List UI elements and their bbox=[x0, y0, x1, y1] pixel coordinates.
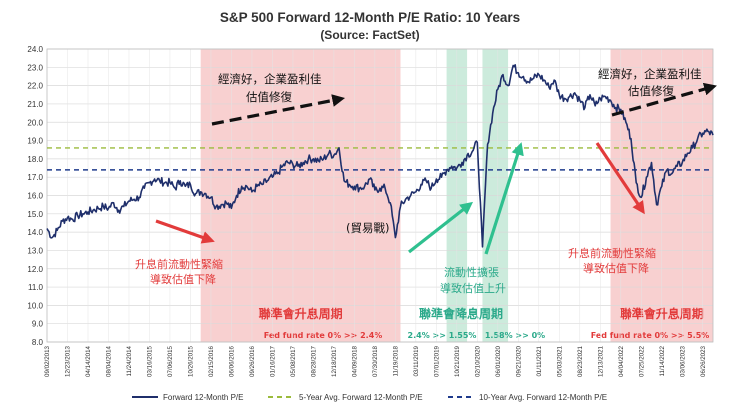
x-tick-label: 02/15/2016 bbox=[208, 345, 215, 377]
dashed-arrow-left bbox=[211, 94, 346, 126]
annotation-right-red-line2: 導致估值下降 bbox=[583, 261, 649, 275]
y-tick-label: 22.0 bbox=[27, 82, 43, 91]
plot-border bbox=[46, 48, 714, 343]
x-tick-label: 12/23/2013 bbox=[64, 345, 71, 377]
x-tick-label: 09/02/2013 bbox=[44, 345, 51, 377]
x-tick-label: 07/30/2018 bbox=[372, 345, 379, 377]
red-arrow-right bbox=[595, 142, 645, 215]
x-tick-label: 04/04/2022 bbox=[618, 345, 625, 377]
x-tick-label: 01/16/2017 bbox=[269, 345, 276, 377]
annotation-left-red-line1: 升息前流動性緊縮 bbox=[135, 257, 223, 271]
y-axis: 8.0 9.0 10.0 11.0 12.0 13.0 14.0 15.0 16.0 17.0 18… bbox=[27, 45, 43, 347]
x-tick-label: 11/24/2014 bbox=[126, 345, 133, 376]
legend-10yr-avg-label: 10-Year Avg. Forward 12-Month P/E bbox=[479, 393, 607, 402]
x-tick-label: 09/26/2016 bbox=[249, 345, 256, 377]
y-tick-label: 24.0 bbox=[27, 45, 43, 54]
x-tick-label: 03/16/2015 bbox=[146, 345, 153, 377]
red-arrow-left bbox=[155, 219, 215, 244]
x-tick-label: 05/08/2017 bbox=[290, 345, 297, 377]
annotation-green-line1: 流動性擴張 bbox=[444, 265, 499, 279]
annotation-right-red-line1: 升息前流動性緊縮 bbox=[568, 246, 656, 260]
y-tick-label: 17.0 bbox=[27, 173, 43, 182]
x-tick-label: 12/18/2017 bbox=[331, 345, 338, 377]
y-tick-label: 23.0 bbox=[27, 63, 43, 72]
x-tick-label: 06/26/2023 bbox=[700, 345, 707, 377]
legend: Forward 12-Month P/E 5-Year Avg. Forward … bbox=[132, 393, 607, 402]
x-tick-label: 12/13/2021 bbox=[597, 345, 604, 377]
annotation-top-right-line2: 估值修復 bbox=[628, 84, 674, 98]
x-tick-label: 03/11/2019 bbox=[413, 345, 420, 376]
y-tick-label: 19.0 bbox=[27, 137, 43, 146]
legend-forward-pe-label: Forward 12-Month P/E bbox=[163, 393, 243, 402]
chart-subtitle: (Source: FactSet) bbox=[320, 28, 419, 42]
x-tick-label: 04/09/2018 bbox=[351, 345, 358, 377]
x-axis: 09/02/2013 12/23/2013 04/14/2014 08/04/2014… bbox=[44, 345, 707, 377]
x-tick-label: 03/06/2023 bbox=[679, 345, 686, 377]
x-tick-label: 04/14/2014 bbox=[85, 345, 92, 377]
x-tick-label: 05/03/2021 bbox=[556, 345, 563, 377]
x-tick-label: 10/26/2015 bbox=[187, 345, 194, 377]
x-tick-label: 11/14/2022 bbox=[659, 345, 666, 376]
x-tick-label: 01/11/2021 bbox=[536, 345, 543, 376]
annotation-green-line2: 導致估值上升 bbox=[440, 281, 506, 295]
x-tick-label: 06/01/2020 bbox=[495, 345, 502, 377]
x-tick-label: 09/21/2020 bbox=[515, 345, 522, 377]
annotation-trade-war: (貿易戰) bbox=[346, 221, 389, 235]
green-arrow-right bbox=[484, 142, 524, 255]
annotation-left-red-line2: 導致估值下降 bbox=[150, 272, 216, 286]
annotation-top-left-line2: 估值修復 bbox=[246, 90, 292, 104]
x-tick-label: 06/06/2016 bbox=[228, 345, 235, 377]
y-tick-label: 11.0 bbox=[28, 283, 44, 292]
y-tick-label: 9.0 bbox=[32, 320, 44, 329]
y-tick-label: 10.0 bbox=[27, 301, 43, 310]
period-label-2: 聯準會降息周期 bbox=[419, 306, 503, 321]
x-tick-label: 10/21/2019 bbox=[454, 345, 461, 377]
average-lines bbox=[47, 147, 713, 171]
rate-label-2: 1.58% >> 0% bbox=[485, 331, 545, 340]
rate-label-0: Fed fund rate 0% >> 2.4% bbox=[264, 331, 383, 340]
x-tick-label: 07/25/2022 bbox=[638, 345, 645, 377]
series-layer bbox=[46, 64, 714, 248]
green-arrow-left bbox=[408, 201, 474, 254]
pe-series-line bbox=[46, 64, 714, 248]
rate-label-1: 2.4% >> 1.55% bbox=[408, 331, 477, 340]
y-tick-label: 14.0 bbox=[27, 228, 43, 237]
annotation-top-right-line1: 經濟好，企業盈利佳 bbox=[598, 67, 702, 81]
y-tick-label: 15.0 bbox=[27, 210, 43, 219]
y-tick-label: 18.0 bbox=[27, 155, 43, 164]
x-tick-label: 07/06/2015 bbox=[167, 345, 174, 377]
x-tick-label: 07/01/2019 bbox=[433, 345, 440, 377]
y-tick-label: 20.0 bbox=[27, 118, 43, 127]
x-tick-label: 08/23/2021 bbox=[577, 345, 584, 377]
legend-5yr-avg-label: 5-Year Avg. Forward 12-Month P/E bbox=[299, 393, 423, 402]
x-tick-label: 08/04/2014 bbox=[105, 345, 112, 377]
x-tick-label: 08/28/2017 bbox=[310, 345, 317, 377]
y-tick-label: 12.0 bbox=[27, 265, 43, 274]
period-label-0: 聯準會升息周期 bbox=[259, 306, 343, 321]
y-tick-label: 13.0 bbox=[27, 246, 43, 255]
rate-label-3: Fed fund rate 0% >> 5.5% bbox=[591, 331, 710, 340]
y-tick-label: 16.0 bbox=[27, 192, 43, 201]
x-tick-label: 11/19/2018 bbox=[392, 345, 399, 376]
y-tick-label: 8.0 bbox=[32, 338, 44, 347]
y-tick-label: 21.0 bbox=[27, 100, 43, 109]
annotation-top-left-line1: 經濟好，企業盈利佳 bbox=[218, 72, 322, 86]
chart-title: S&P 500 Forward 12-Month P/E Ratio: 10 Y… bbox=[220, 10, 520, 25]
x-tick-label: 02/10/2020 bbox=[474, 345, 481, 377]
